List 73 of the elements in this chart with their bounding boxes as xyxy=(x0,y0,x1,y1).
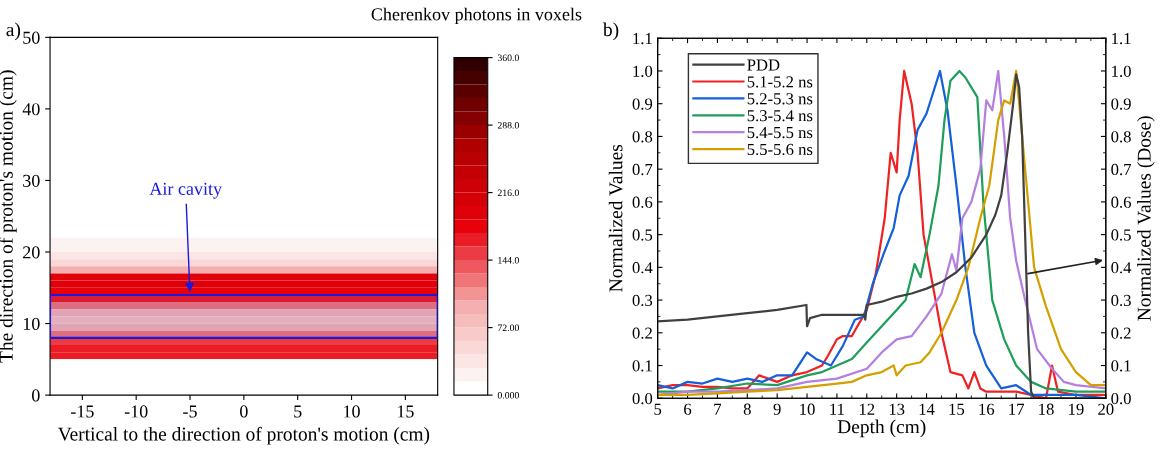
y2-axis-title: Normalized Values (Dose) xyxy=(1137,116,1155,321)
y-tick-label: 0.0 xyxy=(632,392,653,405)
color-bar-label: 144.0 xyxy=(498,257,519,264)
x-tick-label: 15 xyxy=(949,403,965,415)
x-tick-label: 7 xyxy=(714,403,722,415)
y-tick-label: 0.5 xyxy=(632,229,653,241)
x-tick-label: 0 xyxy=(240,405,248,418)
color-bar-label: 216.0 xyxy=(497,189,519,197)
y-tick-label: 30 xyxy=(23,174,40,187)
x-tick-label: 10 xyxy=(344,405,360,418)
color-bar-label: 288.0 xyxy=(497,122,519,129)
legend-label: 5.1-5.2 ns xyxy=(747,76,813,88)
x-tick-label: 11 xyxy=(830,403,844,415)
x-tick-label: 12 xyxy=(859,403,875,415)
y-tick-label: 0.9 xyxy=(632,98,653,110)
x-tick-label: 17 xyxy=(1009,403,1025,415)
x-tick-label: 8 xyxy=(743,403,751,415)
x-tick-label: -15 xyxy=(70,405,94,418)
x-tick-label: 20 xyxy=(1098,403,1114,415)
legend-label: 5.5-5.6 ns xyxy=(747,143,813,156)
color-bar-label: 72.00 xyxy=(498,324,519,332)
color-bar-title: Cherenkov photons in voxels xyxy=(371,7,582,25)
y2-tick-label: 0.4 xyxy=(1111,262,1132,274)
y2-tick-label: 0.9 xyxy=(1111,98,1131,110)
color-bar-label: 360.0 xyxy=(497,54,519,62)
x-tick-label: 15 xyxy=(397,405,414,418)
y2-tick-label: 1.0 xyxy=(1112,65,1131,77)
color-bar-label: 0.000 xyxy=(497,392,519,399)
x-tick-label: 18 xyxy=(1039,403,1054,415)
y-tick-label: 10 xyxy=(23,317,40,330)
y-tick-label: 0.7 xyxy=(632,163,653,176)
x-axis-title: Vertical to the direction of proton's motion (cm) xyxy=(57,426,430,445)
x-tick-label: 14 xyxy=(919,403,935,415)
y-tick-label: 0 xyxy=(31,389,40,402)
x-tick-label: 13 xyxy=(889,403,905,415)
y2-tick-label: 0.2 xyxy=(1111,327,1131,339)
x-tick-label: 5 xyxy=(654,403,662,415)
y2-tick-label: 0.3 xyxy=(1111,294,1131,307)
y-tick-label: 1.0 xyxy=(633,65,653,77)
x-tick-label: 5 xyxy=(294,405,302,418)
text: b) xyxy=(602,22,619,41)
y2-tick-label: 0.1 xyxy=(1111,360,1131,372)
legend-label: 5.4-5.5 ns xyxy=(747,127,813,139)
x-tick-label: 6 xyxy=(684,403,692,415)
x-tick-label: 19 xyxy=(1069,403,1084,415)
y-tick-label: 50 xyxy=(23,31,40,44)
y2-tick-label: 0.5 xyxy=(1111,229,1131,241)
y-axis-title: Normalized Values xyxy=(608,144,623,292)
text: a) xyxy=(6,22,21,41)
y-tick-label: 40 xyxy=(22,103,40,116)
y2-tick-label: 0.7 xyxy=(1111,163,1132,176)
y-tick-label: 0.1 xyxy=(632,360,652,372)
x-axis-title: Depth (cm) xyxy=(837,419,926,438)
y-tick-label: 0.2 xyxy=(632,327,652,339)
y-tick-label: 0.3 xyxy=(632,294,653,307)
x-tick-label: 16 xyxy=(979,403,995,415)
legend-label: 5.3-5.4 ns xyxy=(747,110,813,122)
y2-tick-label: 0.8 xyxy=(1111,131,1131,143)
x-tick-label: 9 xyxy=(773,403,781,415)
y-tick-label: 1.1 xyxy=(633,33,652,45)
y-tick-label: 0.4 xyxy=(632,262,653,274)
y2-tick-label: 0.6 xyxy=(1111,196,1131,208)
legend-label: 5.2-5.3 ns xyxy=(747,93,813,105)
y-tick-label: 0.6 xyxy=(632,196,653,208)
x-tick-label: -10 xyxy=(124,405,148,418)
x-tick-label: -5 xyxy=(183,405,197,418)
x-tick-label: 10 xyxy=(800,403,815,415)
band-label: Air cavity xyxy=(149,182,222,199)
y-tick-label: 0.8 xyxy=(632,131,653,143)
legend-label: PDD xyxy=(747,59,780,71)
y2-tick-label: 1.1 xyxy=(1112,33,1131,45)
y-tick-label: 20 xyxy=(23,246,40,259)
y2-tick-label: 0.0 xyxy=(1111,392,1131,405)
